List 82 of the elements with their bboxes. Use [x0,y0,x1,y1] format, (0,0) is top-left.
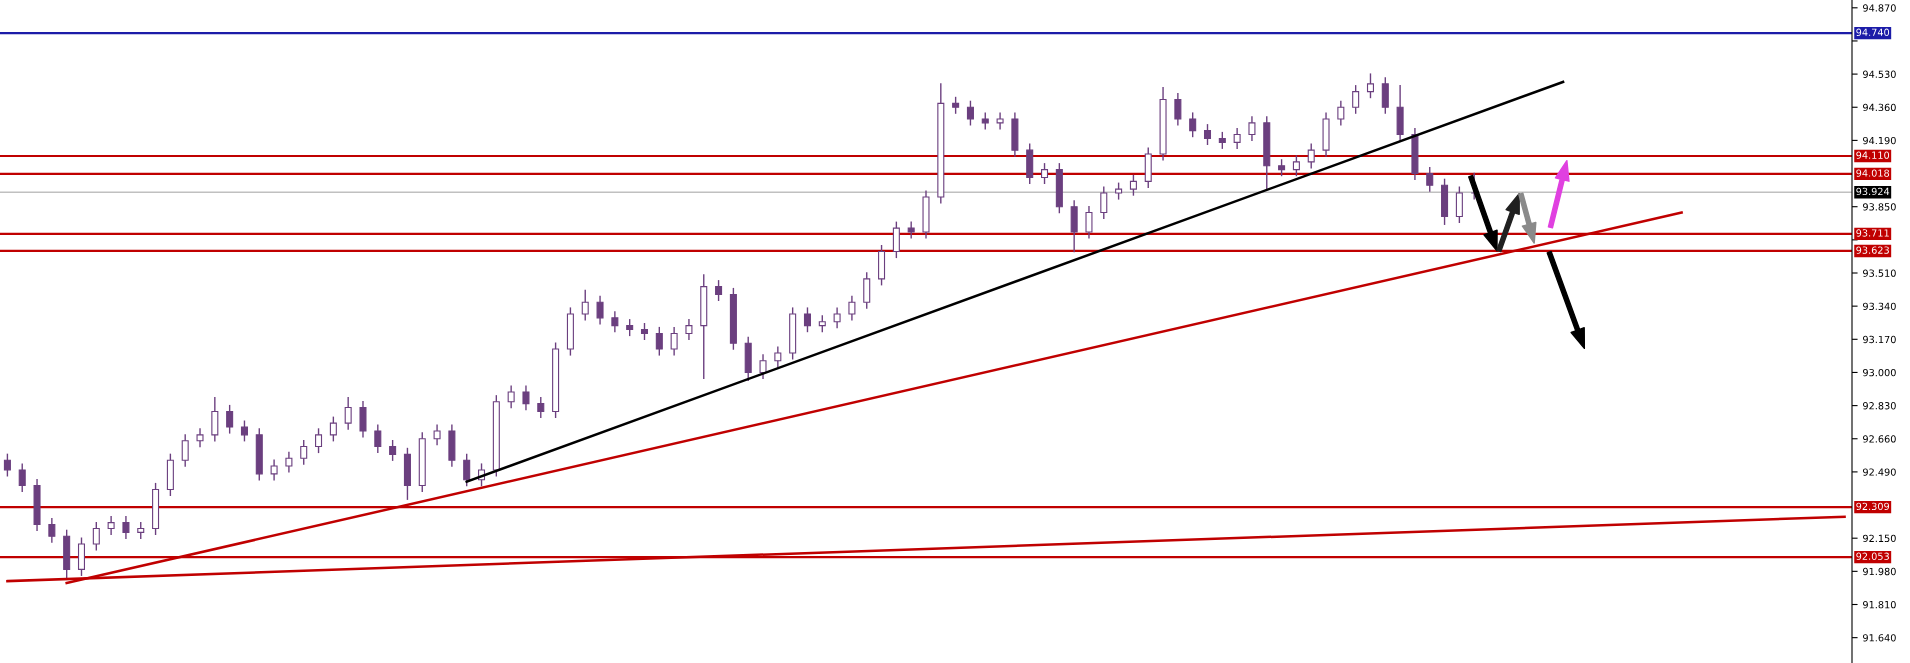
candlestick [270,459,278,481]
candlestick [48,518,56,543]
candlestick [1174,92,1182,126]
y-tick-label: 92.490 [1863,468,1896,476]
candlestick [670,326,678,356]
candlestick [1352,85,1360,114]
candlestick [122,516,130,539]
candlestick [685,319,693,340]
candlestick [181,434,189,467]
candlestick [966,100,974,126]
candlestick [92,521,100,551]
candlestick [1248,116,1256,142]
candlestick [1337,100,1345,126]
candlestick [1100,186,1108,220]
candlestick [211,397,219,442]
y-tick-label: 93.850 [1863,203,1896,211]
ref-line-label: 93.623 [1856,246,1889,254]
candlestick [359,401,367,438]
candlestick [907,221,915,239]
y-tick-label: 91.810 [1863,600,1896,609]
candlestick [1041,163,1049,184]
y-tick-label: 92.150 [1863,534,1896,543]
candlestick [715,280,723,301]
candlestick [300,440,308,465]
candlestick [344,397,352,430]
candlestick [863,272,871,309]
candlestick [522,385,530,411]
candlestick [596,295,604,325]
y-tick-label: 93.170 [1863,335,1896,344]
candlestick [374,424,382,454]
y-tick-label: 93.000 [1863,368,1896,377]
ref-line-label: 93.711 [1856,229,1889,237]
y-tick-label: 92.660 [1863,435,1896,443]
y-tick-label: 94.870 [1863,4,1896,12]
y-tick-label: 94.360 [1863,103,1896,112]
candlestick [18,463,26,493]
candlestick [315,428,323,454]
candlestick [1307,143,1315,169]
ref-line-label: 94.110 [1856,151,1890,159]
ref-line-label: 92.309 [1856,502,1890,511]
candlestick [803,307,811,333]
candlestick [1233,128,1241,149]
y-tick-label: 92.830 [1863,402,1896,410]
candlestick [329,416,337,442]
y-tick-label: 91.640 [1863,634,1896,642]
y-tick-label: 93.340 [1863,302,1896,310]
ref-line-label: 94.018 [1856,169,1890,177]
candlestick [1189,112,1197,138]
candlestick [581,289,589,321]
candlestick [1292,155,1300,177]
y-tick-label: 91.980 [1863,567,1896,576]
y-tick-label: 93.510 [1863,269,1896,277]
candlestick [1455,186,1463,223]
candlestick [1129,174,1137,196]
candlestick [3,453,11,477]
ref-line-label: 92.053 [1856,552,1889,560]
candlestick [537,397,545,418]
candlestick [285,451,293,473]
candlestick [655,326,663,356]
candlestick [240,420,248,442]
candlestick [774,346,782,368]
y-tick-label: 94.530 [1863,70,1896,78]
ref-line-label: 94.740 [1856,28,1890,36]
y-tick-label: 94.190 [1863,136,1896,145]
candlestick [226,404,234,434]
candlestick [107,516,115,535]
candlestick [892,221,900,259]
candlestick [848,295,856,321]
candlestick [1085,206,1093,239]
candlestick [463,453,471,487]
candlestick [1426,167,1434,192]
candlestick [1381,77,1389,114]
candlestick [833,307,841,329]
candlestick [1366,73,1374,99]
candlestick [611,311,619,333]
candlestick [196,428,204,448]
candlestick [507,385,515,409]
candlestick [389,440,397,461]
ref-line-label: 93.924 [1856,187,1890,196]
candlestick [996,112,1004,130]
candlestick [433,424,441,446]
candlestick [1203,124,1212,145]
